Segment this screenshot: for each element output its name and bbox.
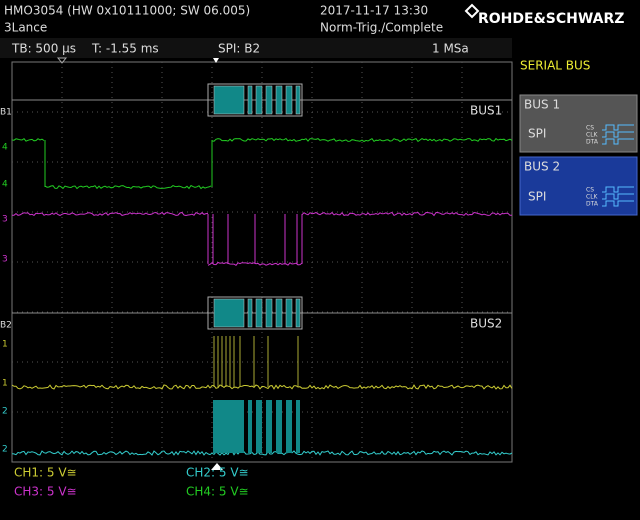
trace (211, 137, 513, 143)
bus-data (265, 298, 273, 328)
ch1-setting[interactable]: CH1: 5 V≅ (14, 466, 77, 480)
trigger-time-pointer (56, 57, 68, 64)
ch1-marker: 1 (2, 379, 8, 389)
icon-wave (602, 200, 634, 207)
bus1-button[interactable]: BUS 1 SPI (519, 94, 638, 153)
bus-protocol: SPI (528, 127, 546, 141)
trace-burst (213, 400, 244, 453)
bus-data (275, 85, 283, 115)
bus-data (295, 298, 301, 328)
icon-wave (602, 193, 634, 200)
bus-data (285, 298, 293, 328)
bus2-label: BUS2 (470, 317, 502, 331)
bus-frame (207, 296, 303, 330)
trace-burst (276, 400, 282, 453)
bus-data (275, 298, 283, 328)
ch2-marker: 2 (2, 407, 8, 417)
icon-label: CS (586, 187, 594, 194)
sample-rate[interactable]: 1 MSa (432, 42, 469, 56)
trigger-source[interactable]: SPI: B2 (218, 42, 260, 56)
bus-data (247, 298, 253, 328)
trace (301, 211, 512, 217)
icon-label: DTA (586, 201, 599, 208)
bus2-button[interactable]: BUS 2 SPI (519, 156, 638, 216)
bus-data (255, 85, 263, 115)
icon-label: DTA (586, 139, 599, 146)
icon-wave (602, 131, 634, 138)
bus2-marker: B2 (0, 321, 12, 331)
trace (11, 450, 513, 456)
ch3-setting[interactable]: CH3: 5 V≅ (14, 485, 77, 499)
ch1-marker: 1 (2, 340, 8, 350)
ch2-setting[interactable]: CH2: 5 V≅ (186, 466, 249, 480)
timebase[interactable]: TB: 500 µs (11, 42, 76, 56)
icon-label: CS (586, 125, 594, 132)
trigger-state: Norm-Trig./Complete (320, 21, 443, 35)
icon-wave (602, 138, 634, 145)
waveforms (11, 83, 513, 456)
bus-data (247, 85, 253, 115)
ch2-marker: 2 (2, 445, 8, 455)
bus-data (285, 85, 293, 115)
bus-data (295, 85, 301, 115)
trigger-pointer (211, 463, 223, 470)
trigger-time[interactable]: T: -1.55 ms (91, 42, 159, 56)
trace (44, 184, 212, 190)
bus1-label: BUS1 (470, 104, 502, 118)
panel-title: SERIAL BUS (520, 59, 590, 73)
icon-wave (602, 124, 634, 131)
setup-name: 3Lance (4, 21, 47, 35)
brand-logo (464, 3, 480, 19)
bus-data (265, 85, 273, 115)
trace (11, 211, 209, 217)
bus-name: BUS 2 (524, 160, 560, 174)
trace-burst (256, 400, 262, 453)
brand: ROHDE&SCHWARZ (478, 11, 624, 27)
bus1-marker: B1 (0, 108, 12, 118)
model: HMO3054 (HW 0x10111000; SW 06.005) (4, 4, 250, 18)
bus-data (213, 298, 245, 328)
bus-protocol: SPI (528, 190, 546, 204)
trace (11, 384, 513, 390)
ch3-marker: 3 (2, 215, 8, 225)
bus-frame (207, 83, 303, 117)
bus-name: BUS 1 (524, 98, 560, 112)
ch4-marker: 4 (2, 180, 8, 190)
ch4-marker: 4 (2, 143, 8, 153)
trace-burst (286, 400, 292, 453)
trace (11, 138, 45, 142)
icon-wave (602, 186, 634, 193)
ch3-marker: 3 (2, 255, 8, 265)
bus-data (213, 85, 245, 115)
trace-burst (248, 400, 252, 453)
icon-label: CLK (586, 132, 599, 139)
trace-burst (266, 400, 272, 453)
trace-burst (296, 400, 300, 453)
ch4-setting[interactable]: CH4: 5 V≅ (186, 485, 249, 499)
status-bar (0, 38, 512, 58)
icon-label: CLK (586, 194, 599, 201)
bus-data (255, 298, 263, 328)
trigger-pos-pointer (213, 58, 219, 63)
datetime: 2017-11-17 13:30 (320, 4, 428, 18)
